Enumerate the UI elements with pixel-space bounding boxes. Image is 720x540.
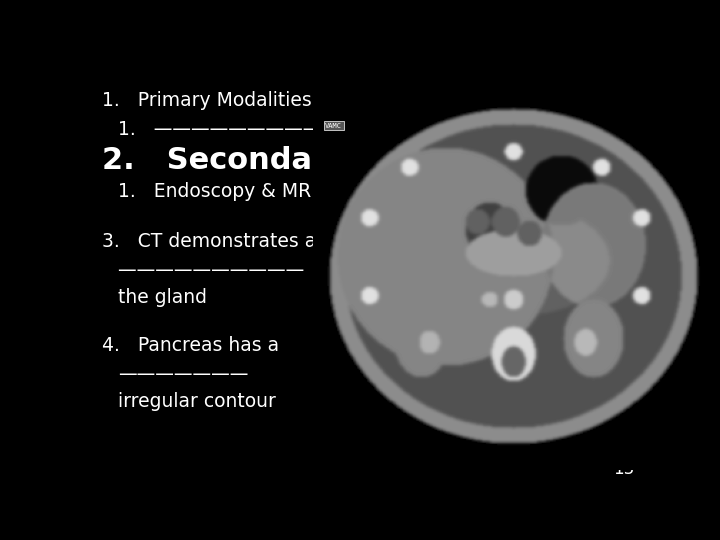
Text: 13: 13 [613,460,634,478]
Text: 4.   Pancreas has a: 4. Pancreas has a [102,336,279,355]
Text: 1.   Endoscopy & MRI: 1. Endoscopy & MRI [118,182,317,201]
Text: 1.   Primary Modalities:: 1. Primary Modalities: [102,91,318,110]
Text: 1.   ——————————: 1. —————————— [118,120,340,139]
Text: ——————————   of: —————————— of [118,261,340,280]
Text: 3.   CT demonstrates an: 3. CT demonstrates an [102,232,328,251]
Text: the gland: the gland [118,288,207,307]
Text: ———————: ——————— [118,365,248,384]
Text: irregular contour: irregular contour [118,392,276,411]
Text: 2.   Secondary:: 2. Secondary: [102,146,359,175]
Text: VAMC: VAMC [325,123,342,129]
Text: Pancreatitis: Pancreatitis [323,87,566,130]
